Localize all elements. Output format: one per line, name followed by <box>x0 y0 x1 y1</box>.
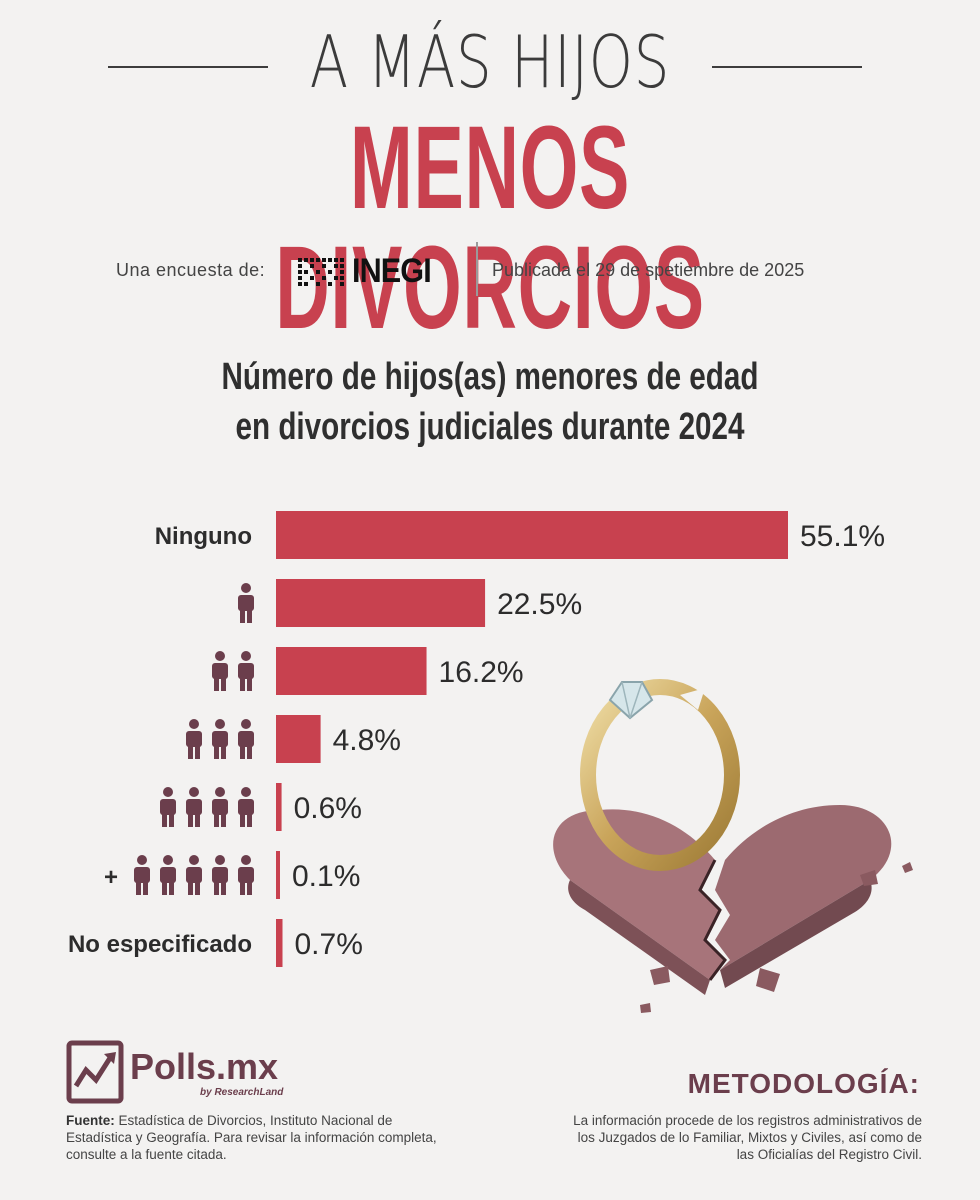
plus-sign: + <box>104 864 118 891</box>
child-icon <box>238 719 254 759</box>
value-label-4: 0.6% <box>294 792 362 825</box>
byline: Una encuesta de: INEGI Publicada el 29 d… <box>0 242 980 296</box>
published-date: Publicada el 29 de spetiembre de 2025 <box>492 260 805 280</box>
chart-title-line1: Número de hijos(as) menores de edad <box>221 356 759 398</box>
child-icon <box>238 787 254 827</box>
child-icon <box>160 855 176 895</box>
inegi-wordmark: INEGI <box>352 252 432 290</box>
bar-chart: 55.1% Ninguno 22.5% 16.2% 4.8% 0.6% 0.1% +0.7% N… <box>68 511 885 967</box>
page-title-line2: MENOS DIVORCIOS <box>275 102 705 354</box>
value-label-3: 4.8% <box>333 724 401 757</box>
child-icon <box>212 719 228 759</box>
child-icon <box>186 719 202 759</box>
child-icon <box>238 855 254 895</box>
bar-Ninguno <box>276 511 788 559</box>
chart-title: Número de hijos(as) menores de edad en d… <box>108 352 872 452</box>
pollsmx-logo-sub: by ResearchLand <box>200 1087 284 1098</box>
value-label-No especificado: 0.7% <box>295 928 363 961</box>
value-label-1: 22.5% <box>497 588 582 621</box>
bar-2 <box>276 647 427 695</box>
methodology-text: La información procede de los registros … <box>573 1113 922 1162</box>
bar-No especificado <box>276 919 283 967</box>
methodology-title: METODOLOGÍA: <box>687 1068 920 1099</box>
pollsmx-logo-icon <box>66 1040 124 1104</box>
byline-label: Una encuesta de: <box>116 260 266 280</box>
child-icon <box>212 855 228 895</box>
category-label-Ninguno: Ninguno <box>155 523 252 550</box>
bar-3 <box>276 715 321 763</box>
value-label-5+: 0.1% <box>292 860 360 893</box>
title-rule-left <box>108 66 268 68</box>
source-label: Fuente: <box>66 1113 115 1128</box>
child-icon <box>212 651 228 691</box>
byline-divider <box>476 242 478 296</box>
gold-ring-icon <box>580 679 740 871</box>
page-title-line1: A MÁS HIJOS <box>309 20 671 104</box>
source-note: Fuente: Estadística de Divorcios, Instit… <box>66 1112 456 1163</box>
broken-heart-ring-illustration <box>553 679 913 1013</box>
child-icon <box>212 787 228 827</box>
value-label-2: 16.2% <box>439 656 524 689</box>
chart-title-line2: en divorcios judiciales durante 2024 <box>235 406 745 448</box>
heart-fragments <box>640 862 913 1013</box>
source-text: Estadística de Divorcios, Instituto Naci… <box>66 1113 437 1162</box>
child-icon <box>186 787 202 827</box>
inegi-logo-icon <box>298 258 344 286</box>
child-icon <box>134 855 150 895</box>
value-label-Ninguno: 55.1% <box>800 520 885 553</box>
child-icon <box>160 787 176 827</box>
category-label-No especificado: No especificado <box>68 931 252 958</box>
bar-1 <box>276 579 486 627</box>
title-rule-right <box>712 66 862 68</box>
child-icon <box>186 855 202 895</box>
pollsmx-logo-name: Polls.mx <box>130 1046 279 1087</box>
child-icon <box>238 651 254 691</box>
bar-4 <box>276 783 282 831</box>
bar-5+ <box>276 851 280 899</box>
child-icon <box>238 583 254 623</box>
